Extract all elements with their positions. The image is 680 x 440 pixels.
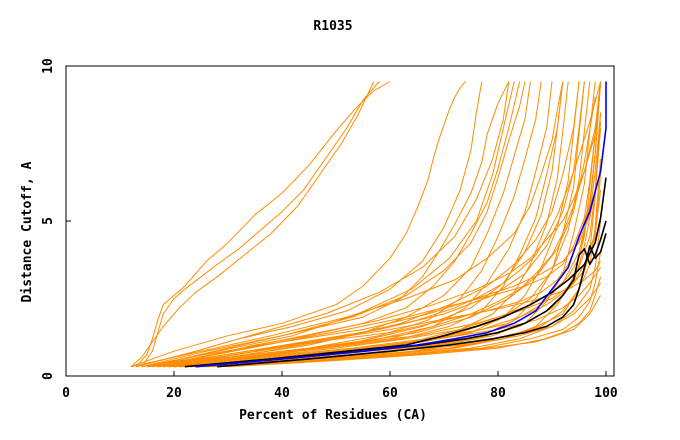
series-line-model-ao (136, 81, 510, 368)
series-line-model-ah (152, 81, 602, 368)
series-line-model-aj (173, 81, 564, 368)
series-line-model-n (173, 81, 591, 368)
series-line-highlight-blue (195, 81, 607, 368)
series-line-model-j (163, 81, 553, 368)
series-layer (130, 81, 607, 368)
series-line-highlight-black-3 (217, 233, 607, 368)
series-line-model-ap (146, 81, 515, 368)
series-line-model-an (211, 121, 602, 368)
series-line-model-ag (227, 295, 602, 368)
series-line-model-ac (179, 267, 602, 368)
series-line-model-ae (217, 276, 602, 368)
x-tick-label: 100 (594, 386, 618, 401)
series-line-model-al (141, 81, 526, 368)
series-line-model-ai (163, 81, 580, 368)
x-tick-label: 60 (382, 386, 398, 401)
series-line-model-p (184, 81, 602, 368)
x-tick-label: 80 (490, 386, 506, 401)
series-line-model-g (141, 81, 521, 368)
y-tick-label: 5 (41, 217, 56, 225)
series-line-model-ad (146, 261, 602, 368)
series-line-model-ab (206, 251, 602, 368)
series-line-model-a (135, 81, 391, 368)
series-line-model-aq (168, 96, 596, 368)
x-tick-label: 20 (166, 386, 182, 401)
y-axis-label: Distance Cutoff, A (20, 161, 35, 302)
y-tick-label: 0 (41, 372, 56, 380)
series-line-model-b (141, 81, 380, 367)
y-tick-label: 10 (41, 58, 56, 74)
series-line-model-ak (130, 81, 564, 368)
x-axis-label: Percent of Residues (CA) (239, 408, 427, 423)
series-line-model-v (141, 112, 602, 368)
series-line-model-as (157, 81, 585, 368)
chart-title: R1035 (313, 19, 352, 34)
x-tick-label: 0 (62, 386, 70, 401)
series-line-highlight-black-1 (184, 177, 607, 368)
series-line-model-h (152, 81, 531, 368)
series-line-model-c (130, 81, 375, 368)
x-tick-label: 40 (274, 386, 290, 401)
series-line-model-x (195, 158, 602, 368)
series-line-model-t (163, 81, 602, 368)
tick-layer: 0 20 40 60 80 100 0 5 10 (41, 58, 618, 401)
series-line-model-m (173, 81, 580, 368)
series-line-model-d (130, 81, 466, 368)
